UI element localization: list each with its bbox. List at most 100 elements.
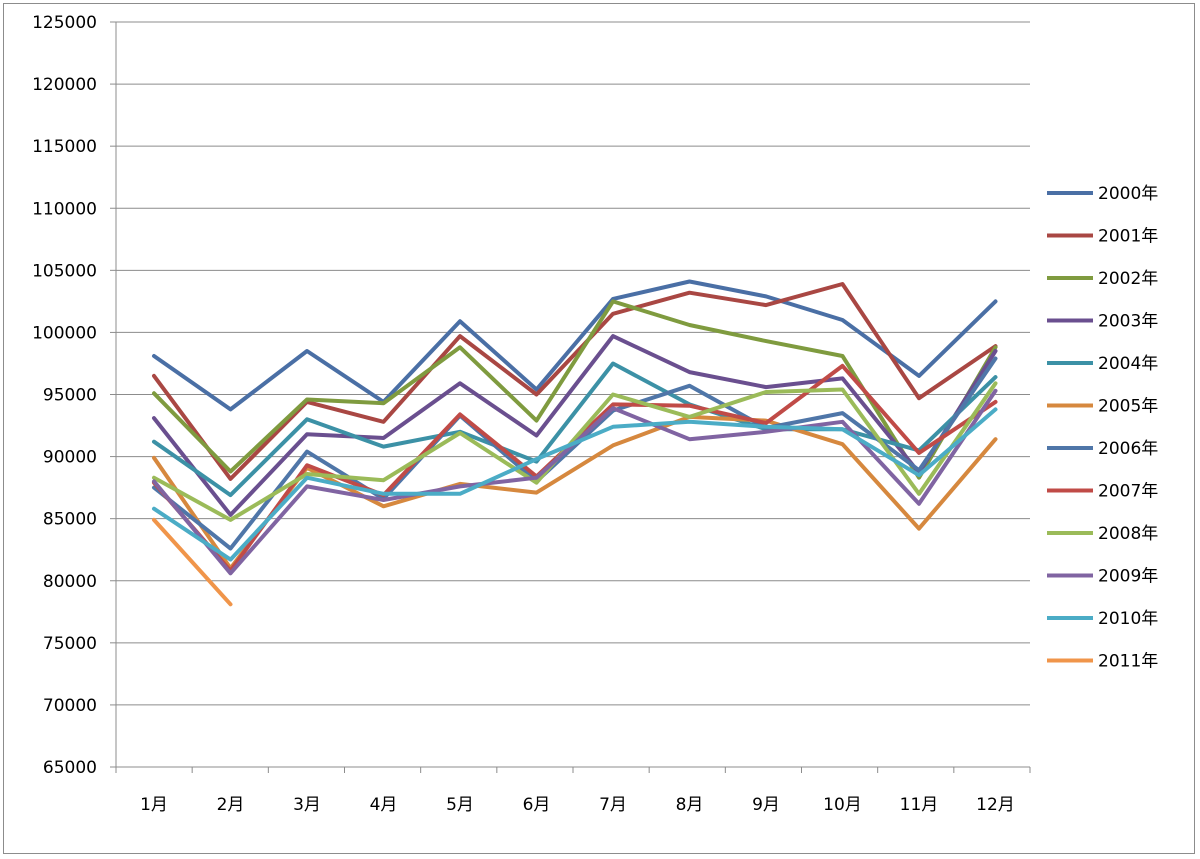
- data-point: [152, 476, 156, 480]
- data-point: [688, 404, 692, 408]
- data-point: [305, 349, 309, 353]
- x-tick-label: 12月: [976, 795, 1015, 815]
- data-point: [152, 456, 156, 460]
- data-point: [611, 361, 615, 365]
- data-point: [994, 345, 998, 349]
- data-point: [229, 513, 233, 517]
- data-point: [688, 420, 692, 424]
- data-point: [458, 492, 462, 496]
- data-point: [305, 472, 309, 476]
- data-point: [152, 391, 156, 395]
- legend-label: 2007年: [1098, 482, 1158, 502]
- data-point: [458, 484, 462, 488]
- data-point: [152, 507, 156, 511]
- data-point: [611, 334, 615, 338]
- data-point: [229, 469, 233, 473]
- series-line: [152, 356, 998, 551]
- data-point: [841, 411, 845, 415]
- data-point: [611, 312, 615, 316]
- data-point: [917, 451, 921, 455]
- data-point: [152, 354, 156, 358]
- series-line: [152, 282, 998, 481]
- data-point: [458, 381, 462, 385]
- data-point: [535, 419, 539, 423]
- data-point: [458, 412, 462, 416]
- data-point: [382, 420, 386, 424]
- data-point: [535, 476, 539, 480]
- data-point: [229, 477, 233, 481]
- legend-label: 2002年: [1098, 269, 1158, 289]
- data-point: [305, 397, 309, 401]
- data-point: [688, 291, 692, 295]
- data-point: [229, 518, 233, 522]
- series-line: [152, 279, 998, 412]
- data-point: [841, 388, 845, 392]
- series-line: [152, 299, 998, 480]
- data-point: [764, 430, 768, 434]
- legend-label: 2001年: [1098, 227, 1158, 247]
- data-point: [917, 492, 921, 496]
- data-point: [688, 384, 692, 388]
- data-point: [535, 433, 539, 437]
- data-point: [382, 436, 386, 440]
- series-line: [152, 388, 998, 576]
- y-tick-label: 110000: [32, 199, 97, 219]
- data-point: [917, 502, 921, 506]
- data-point: [994, 389, 998, 393]
- data-point: [994, 356, 998, 360]
- data-point: [382, 401, 386, 405]
- legend-label: 2005年: [1098, 397, 1158, 417]
- data-point: [917, 527, 921, 531]
- data-point: [458, 334, 462, 338]
- data-point: [382, 478, 386, 482]
- data-point: [841, 442, 845, 446]
- x-tick-label: 2月: [217, 795, 245, 815]
- legend-label: 2010年: [1098, 609, 1158, 629]
- x-tick-label: 6月: [523, 795, 551, 815]
- x-tick-label: 10月: [823, 795, 862, 815]
- data-point: [229, 558, 233, 562]
- y-tick-label: 90000: [43, 448, 97, 468]
- data-point: [611, 393, 615, 397]
- data-point: [152, 479, 156, 483]
- data-point: [917, 473, 921, 477]
- series-line: [152, 334, 998, 517]
- data-point: [764, 385, 768, 389]
- data-point: [152, 374, 156, 378]
- y-tick-label: 125000: [32, 13, 97, 33]
- data-point: [229, 493, 233, 497]
- data-point: [841, 376, 845, 380]
- data-point: [229, 546, 233, 550]
- data-point: [764, 339, 768, 343]
- data-point: [688, 323, 692, 327]
- data-point: [994, 299, 998, 303]
- data-point: [688, 437, 692, 441]
- legend-label: 2009年: [1098, 567, 1158, 587]
- data-point: [688, 370, 692, 374]
- data-point: [535, 393, 539, 397]
- data-point: [229, 571, 233, 575]
- data-point: [305, 417, 309, 421]
- y-tick-label: 65000: [43, 758, 97, 778]
- data-point: [994, 407, 998, 411]
- series-line: [152, 381, 998, 522]
- data-point: [229, 407, 233, 411]
- legend-label: 2003年: [1098, 312, 1158, 332]
- series-line: [152, 407, 998, 562]
- data-point: [305, 463, 309, 467]
- data-point: [382, 492, 386, 496]
- data-point: [764, 421, 768, 425]
- data-point: [305, 484, 309, 488]
- y-tick-label: 105000: [32, 261, 97, 281]
- data-point: [688, 415, 692, 419]
- data-point: [764, 425, 768, 429]
- data-point: [917, 374, 921, 378]
- data-point: [994, 375, 998, 379]
- data-point: [611, 443, 615, 447]
- data-point: [458, 319, 462, 323]
- data-point: [994, 400, 998, 404]
- y-tick-label: 70000: [43, 696, 97, 716]
- series-lines: [152, 279, 998, 607]
- data-point: [382, 504, 386, 508]
- data-point: [152, 416, 156, 420]
